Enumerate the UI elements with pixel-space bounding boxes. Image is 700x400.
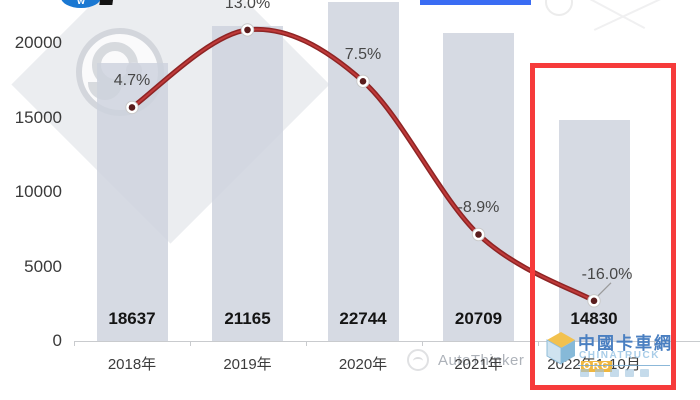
x-axis-tick xyxy=(74,342,75,346)
cropped-blue-button[interactable] xyxy=(420,0,531,5)
x-axis-label: 2021年 xyxy=(454,356,503,373)
chinatruck-subtitle-text: CHINATRUCK xyxy=(579,350,660,361)
y-axis-label: 0 xyxy=(52,331,62,350)
x-axis-tick xyxy=(422,342,423,346)
bar-value-label: 21165 xyxy=(224,309,271,328)
percent-label: -16.0% xyxy=(581,265,633,283)
bar-value-label: 20709 xyxy=(454,309,503,328)
y-axis-label: 15000 xyxy=(14,107,62,127)
bar-value-label: 18637 xyxy=(108,309,156,328)
data-point xyxy=(475,231,482,238)
trend-path xyxy=(131,28,595,302)
chinatruck-subtitle: CHINATRUCKORG xyxy=(579,350,673,372)
y-axis-label: 5000 xyxy=(24,256,62,276)
percent-label: 13.0% xyxy=(224,0,271,12)
autothinker-watermark: AutoThinker xyxy=(438,352,525,369)
percent-label: -8.9% xyxy=(457,199,500,217)
chinatruck-subtitle-org: ORG xyxy=(581,361,613,372)
sales-bar xyxy=(212,25,283,341)
x-axis-label: 2019年 xyxy=(223,356,272,373)
x-axis-tick xyxy=(306,342,307,346)
chinatruck-cube-icon xyxy=(546,332,575,365)
x-axis-label: 2020年 xyxy=(338,356,388,373)
y-axis-label: 20000 xyxy=(14,33,62,53)
trend-path xyxy=(129,26,597,304)
sales-bar xyxy=(327,2,399,341)
chinatruck-tagline xyxy=(580,369,649,377)
percent-label: 4.7% xyxy=(113,72,151,90)
bar-value-label: 14830 xyxy=(570,309,618,328)
chinatruck-divider xyxy=(578,365,670,366)
autothinker-bird-icon xyxy=(407,349,429,371)
y-axis-label: 10000 xyxy=(14,182,62,202)
data-point xyxy=(590,297,598,305)
chinatruck-title: 中國卡車網 xyxy=(578,334,673,353)
highlight-box xyxy=(530,63,676,390)
data-point xyxy=(359,77,367,85)
x-axis-line xyxy=(74,341,700,342)
site-logo-icon: w xyxy=(61,0,101,8)
site-logo-glyph xyxy=(99,0,114,5)
x-axis-tick xyxy=(190,342,191,346)
label-leader-line xyxy=(596,282,612,298)
data-point xyxy=(128,104,136,111)
percent-label: 7.5% xyxy=(344,46,382,64)
data-point xyxy=(244,26,251,34)
x-axis-tick xyxy=(538,342,539,346)
chinatruck-logo: 中國卡車網 CHINATRUCKORG xyxy=(545,328,673,380)
x-axis-label: 2018年 xyxy=(107,356,157,373)
x-axis-tick xyxy=(654,342,655,346)
sales-bar xyxy=(443,32,514,341)
bar-value-label: 22744 xyxy=(339,309,387,328)
